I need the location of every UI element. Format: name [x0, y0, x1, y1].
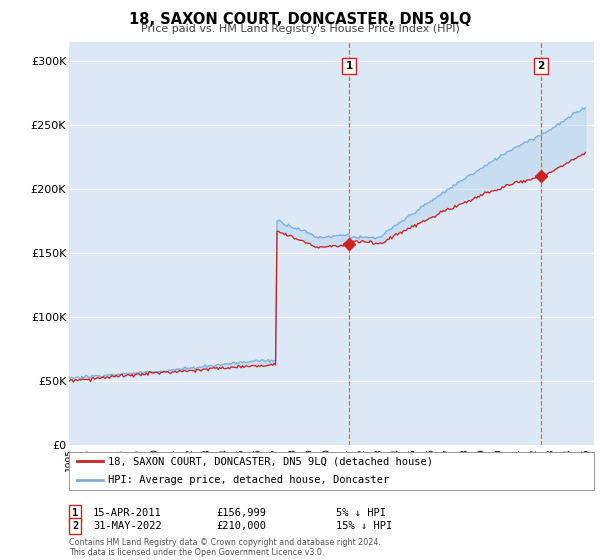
- Text: 15-APR-2011: 15-APR-2011: [93, 508, 162, 518]
- Text: Contains HM Land Registry data © Crown copyright and database right 2024.
This d: Contains HM Land Registry data © Crown c…: [69, 538, 381, 557]
- Text: 2: 2: [538, 61, 545, 71]
- Text: 18, SAXON COURT, DONCASTER, DN5 9LQ (detached house): 18, SAXON COURT, DONCASTER, DN5 9LQ (det…: [109, 456, 433, 466]
- Text: 18, SAXON COURT, DONCASTER, DN5 9LQ: 18, SAXON COURT, DONCASTER, DN5 9LQ: [129, 12, 471, 27]
- Text: £156,999: £156,999: [216, 508, 266, 518]
- Text: Price paid vs. HM Land Registry's House Price Index (HPI): Price paid vs. HM Land Registry's House …: [140, 24, 460, 34]
- Text: 31-MAY-2022: 31-MAY-2022: [93, 521, 162, 531]
- Text: 15% ↓ HPI: 15% ↓ HPI: [336, 521, 392, 531]
- Text: 1: 1: [346, 61, 353, 71]
- Text: HPI: Average price, detached house, Doncaster: HPI: Average price, detached house, Donc…: [109, 475, 389, 486]
- Text: 1: 1: [72, 508, 78, 518]
- Text: £210,000: £210,000: [216, 521, 266, 531]
- Text: 2: 2: [72, 521, 78, 531]
- Text: 5% ↓ HPI: 5% ↓ HPI: [336, 508, 386, 518]
